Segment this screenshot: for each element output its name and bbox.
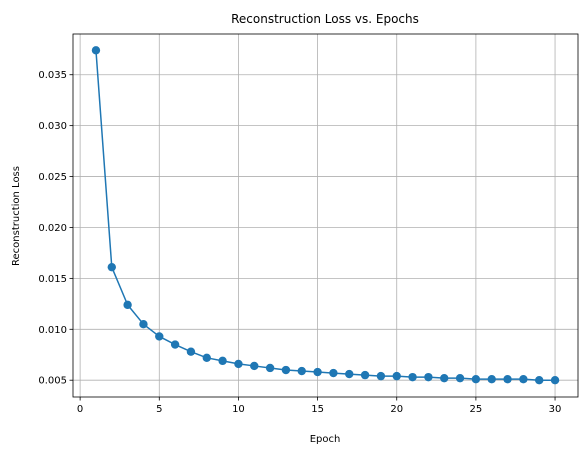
x-tick-label: 20 [390,404,403,415]
x-axis-ticks: 0 5 10 15 20 25 30 [77,397,561,415]
data-point [471,374,481,384]
series-group [91,46,560,385]
data-point [297,366,306,376]
data-point [107,262,116,272]
data-point [234,359,243,369]
data-point [360,370,370,380]
data-point [376,371,386,381]
data-point [123,300,132,310]
x-tick-label: 10 [232,404,245,415]
chart-title: Reconstruction Loss vs. Epochs [231,12,419,26]
y-tick-label: 0.010 [38,325,67,336]
data-point [265,363,275,373]
y-tick-label: 0.035 [38,70,67,81]
data-point [329,368,338,378]
data-point [550,375,560,385]
data-point [186,347,196,356]
x-tick-label: 30 [549,404,562,415]
data-point [91,46,101,55]
x-axis-title: Epoch [310,434,341,445]
y-axis-title: Reconstruction Loss [11,166,22,266]
x-tick-label: 15 [311,404,324,415]
data-point [313,367,322,377]
data-point [170,340,180,349]
data-point [139,319,148,329]
data-point [440,373,449,383]
y-tick-label: 0.015 [38,274,67,285]
grid-lines [73,34,578,397]
y-axis-ticks: 0.005 0.010 0.015 0.020 0.025 0.030 0.035 [38,70,73,387]
data-point [250,361,259,371]
data-point [345,369,354,379]
data-point [487,374,496,384]
x-tick-label: 0 [77,404,83,415]
data-point [455,373,465,383]
y-tick-label: 0.005 [38,376,67,387]
y-tick-label: 0.025 [38,172,67,183]
data-point [424,372,433,382]
data-point [535,375,544,385]
data-point [503,374,512,384]
y-tick-label: 0.020 [38,223,67,234]
data-point [155,332,164,341]
x-tick-label: 25 [470,404,483,415]
plot-area-frame [72,33,579,398]
data-point [218,356,227,366]
data-point [392,371,401,381]
data-point [281,365,291,375]
y-tick-label: 0.030 [38,121,67,132]
data-point [519,374,528,384]
x-tick-label: 5 [156,404,162,415]
data-point [408,372,417,382]
data-point [202,353,211,362]
